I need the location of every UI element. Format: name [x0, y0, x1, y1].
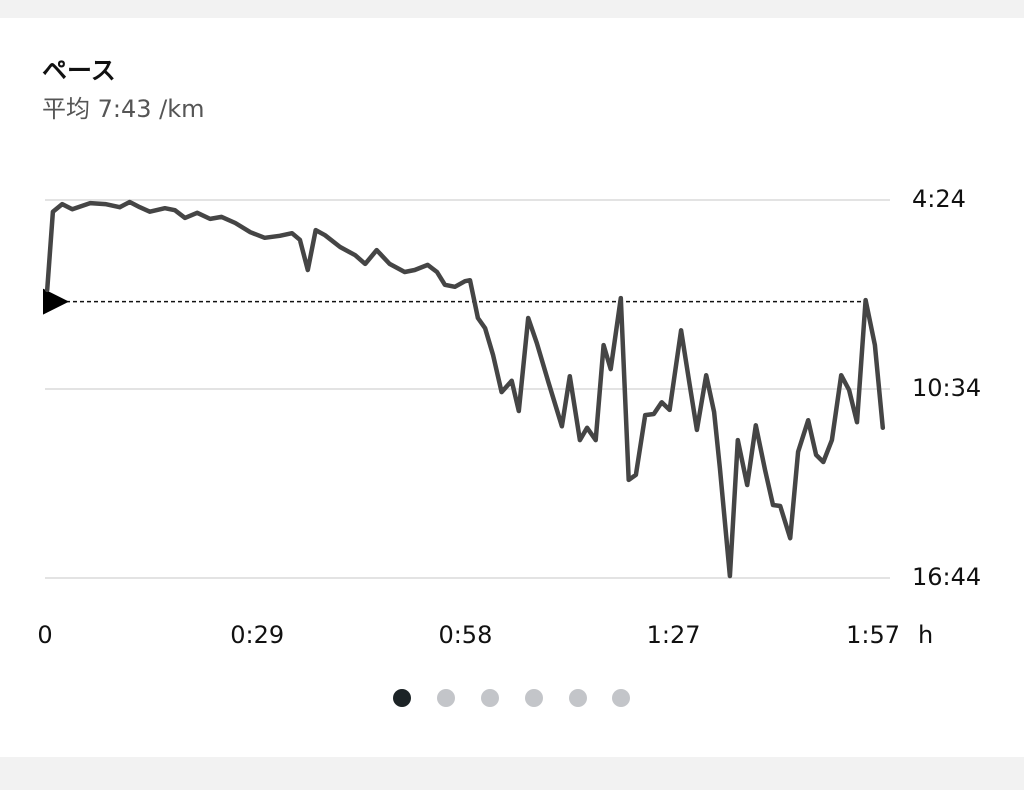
chart-subtitle: 平均 7:43 /km: [42, 95, 205, 123]
page-dot[interactable]: [481, 689, 499, 707]
x-tick-label: 0:29: [230, 621, 284, 649]
bottom-band: [0, 757, 1024, 790]
page-dot-active[interactable]: [393, 689, 411, 707]
x-tick-label: 1:27: [647, 621, 701, 649]
y-tick-label: 10:34: [912, 374, 981, 402]
average-marker: [43, 288, 69, 315]
y-tick-label: 4:24: [912, 185, 966, 213]
x-unit: h: [918, 621, 933, 649]
pagination: [393, 689, 630, 707]
page-dot[interactable]: [525, 689, 543, 707]
page-dot[interactable]: [612, 689, 630, 707]
x-tick-label: 0:58: [438, 621, 492, 649]
top-band: [0, 0, 1024, 18]
pace-line: [44, 199, 886, 579]
page-dot[interactable]: [569, 689, 587, 707]
chart-title: ペース: [42, 56, 116, 85]
x-tick-label: 0: [37, 621, 52, 649]
y-tick-label: 16:44: [912, 563, 981, 591]
x-tick-label: 1:57: [846, 621, 900, 649]
page-dot[interactable]: [437, 689, 455, 707]
